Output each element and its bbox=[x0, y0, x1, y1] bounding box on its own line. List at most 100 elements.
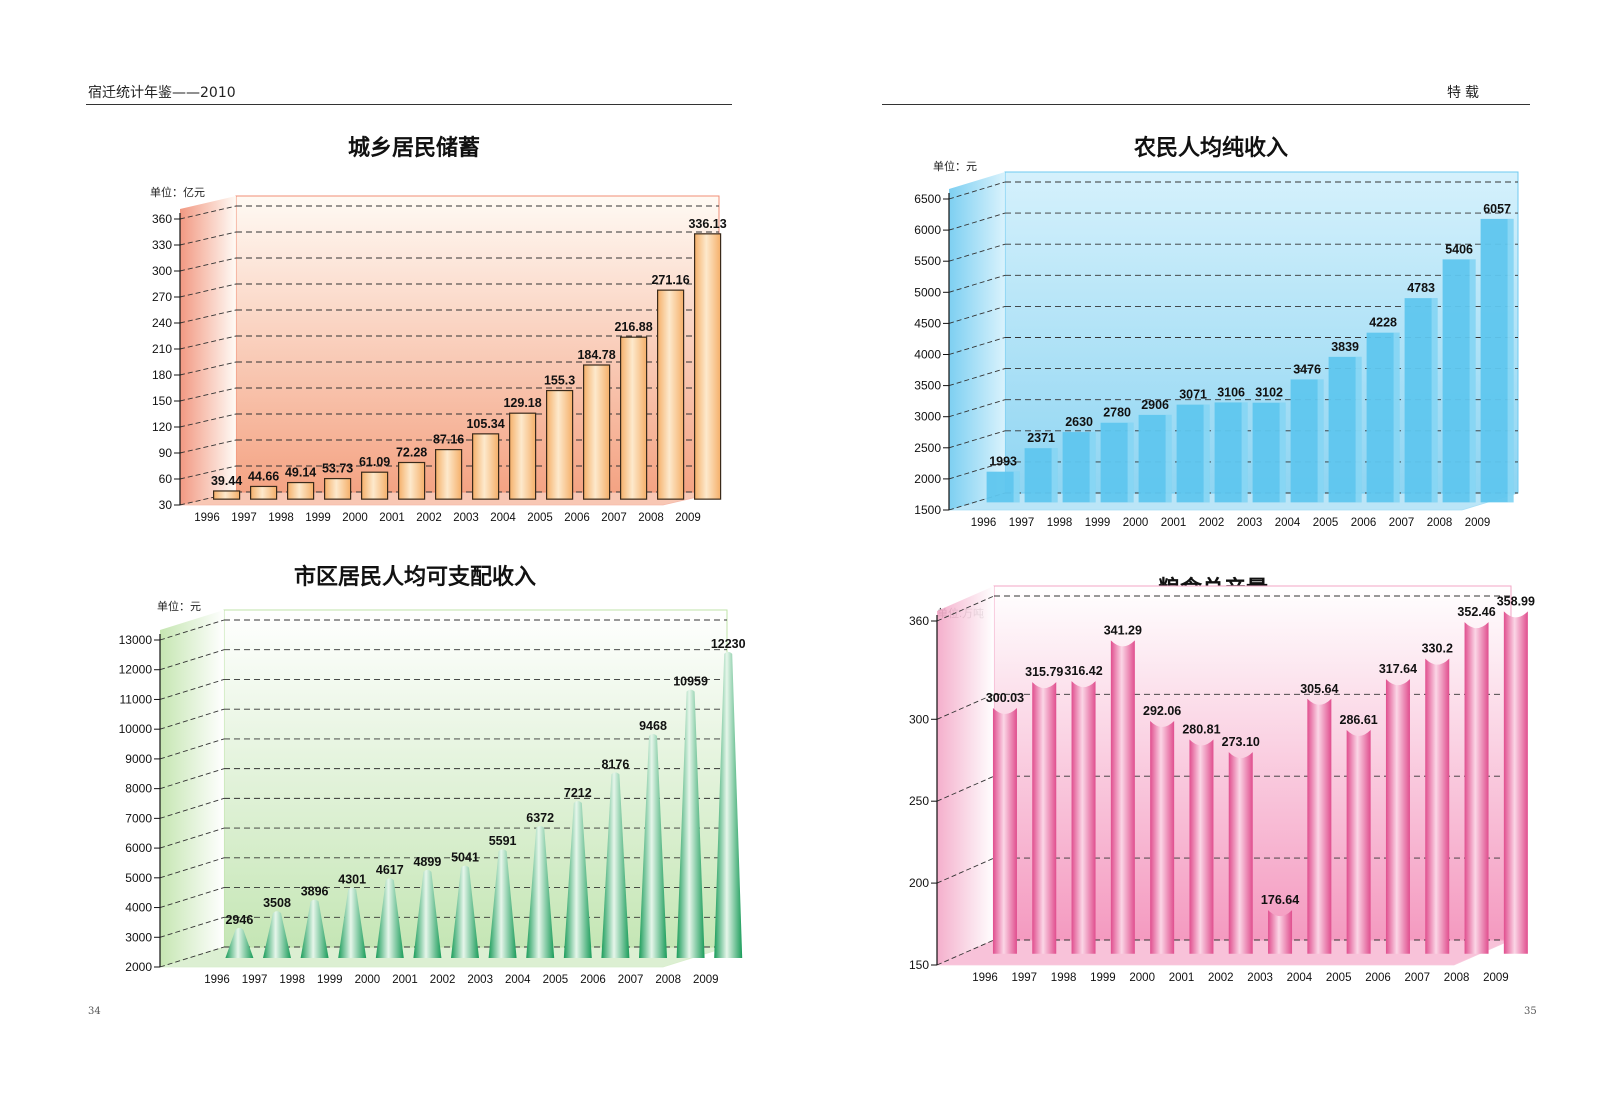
bar-highlight bbox=[1507, 218, 1514, 503]
bar-highlight bbox=[1355, 356, 1362, 503]
grid-diagonal bbox=[179, 309, 237, 324]
data-label: 316.42 bbox=[1064, 664, 1102, 678]
bar bbox=[639, 733, 667, 958]
grid-diagonal bbox=[948, 461, 1006, 480]
x-tick-label: 1998 bbox=[279, 974, 305, 986]
x-tick-label: 2002 bbox=[1208, 972, 1234, 984]
y-tick-label: 4500 bbox=[914, 316, 941, 330]
y-tick-label: 1500 bbox=[914, 503, 941, 517]
grid-diagonal bbox=[159, 708, 225, 730]
bar bbox=[545, 389, 574, 500]
grid-diagonal bbox=[948, 274, 1006, 293]
grid-diagonal bbox=[179, 257, 237, 272]
x-tick-label: 2008 bbox=[655, 974, 681, 986]
data-label: 2630 bbox=[1065, 415, 1093, 429]
data-label: 286.61 bbox=[1340, 713, 1378, 727]
x-tick-label: 2006 bbox=[564, 512, 590, 524]
y-tick-label: 240 bbox=[152, 316, 172, 330]
grid-diagonal bbox=[159, 946, 225, 968]
data-label: 271.16 bbox=[651, 273, 689, 287]
bar bbox=[526, 826, 555, 958]
bar bbox=[398, 461, 426, 500]
x-tick-label: 1997 bbox=[1012, 972, 1038, 984]
x-tick-label: 2008 bbox=[1427, 517, 1453, 529]
x-tick-label: 2009 bbox=[675, 512, 701, 524]
side-wall bbox=[160, 610, 224, 967]
data-label: 10959 bbox=[673, 675, 708, 689]
bar bbox=[472, 433, 500, 500]
grid-diagonal bbox=[179, 361, 237, 376]
y-tick-label: 13000 bbox=[119, 633, 153, 647]
x-tick-label: 1996 bbox=[972, 972, 998, 984]
y-tick-label: 90 bbox=[159, 446, 173, 460]
y-tick-label: 9000 bbox=[125, 752, 152, 766]
data-label: 3476 bbox=[1293, 362, 1321, 376]
grid-diagonal bbox=[948, 243, 1006, 262]
bar bbox=[563, 801, 592, 958]
data-label: 7212 bbox=[564, 786, 592, 800]
y-tick-label: 3500 bbox=[914, 379, 941, 393]
bar bbox=[656, 289, 685, 500]
bar bbox=[619, 336, 648, 500]
grid-diagonal bbox=[179, 205, 237, 220]
data-label: 49.14 bbox=[285, 466, 316, 480]
x-tick-label: 2002 bbox=[430, 974, 456, 986]
x-tick-label: 2001 bbox=[1161, 517, 1187, 529]
y-tick-label: 300 bbox=[152, 264, 172, 278]
data-label: 72.28 bbox=[396, 446, 427, 460]
x-tick-label: 1998 bbox=[1051, 972, 1077, 984]
grid-diagonal bbox=[159, 916, 225, 938]
bar-highlight bbox=[1431, 298, 1438, 503]
data-label: 3896 bbox=[301, 885, 329, 899]
bar bbox=[300, 899, 329, 958]
y-tick-label: 30 bbox=[159, 498, 173, 512]
bar bbox=[451, 865, 479, 958]
x-tick-label: 2005 bbox=[527, 512, 553, 524]
bar bbox=[375, 878, 404, 958]
grid-diagonal bbox=[936, 775, 995, 802]
side-wall bbox=[949, 172, 1005, 510]
bar bbox=[225, 927, 254, 958]
y-tick-label: 4000 bbox=[125, 901, 152, 915]
y-tick-label: 6000 bbox=[125, 841, 152, 855]
data-label: 2946 bbox=[225, 913, 253, 927]
y-tick-label: 4000 bbox=[914, 348, 941, 362]
x-tick-label: 1996 bbox=[194, 512, 220, 524]
x-tick-label: 2006 bbox=[1351, 517, 1377, 529]
bar bbox=[1346, 729, 1371, 954]
grid-diagonal bbox=[159, 619, 225, 641]
x-tick-label: 2007 bbox=[1389, 517, 1415, 529]
grid-diagonal bbox=[948, 368, 1006, 387]
x-tick-label: 1997 bbox=[242, 974, 268, 986]
x-tick-label: 2006 bbox=[580, 974, 606, 986]
x-tick-label: 2000 bbox=[342, 512, 368, 524]
data-label: 3839 bbox=[1331, 340, 1359, 354]
y-tick-label: 120 bbox=[152, 420, 172, 434]
y-tick-label: 360 bbox=[152, 212, 172, 226]
x-tick-label: 2003 bbox=[453, 512, 479, 524]
x-tick-label: 2008 bbox=[1444, 972, 1470, 984]
data-label: 87.16 bbox=[433, 433, 464, 447]
x-tick-label: 2009 bbox=[1483, 972, 1509, 984]
data-label: 8176 bbox=[601, 757, 629, 771]
y-tick-label: 300 bbox=[909, 712, 929, 726]
bar bbox=[1228, 752, 1253, 954]
y-tick-label: 8000 bbox=[125, 782, 152, 796]
data-label: 315.79 bbox=[1025, 665, 1063, 679]
x-tick-label: 2001 bbox=[392, 974, 418, 986]
bar-highlight bbox=[1241, 402, 1248, 503]
data-label: 358.99 bbox=[1497, 594, 1535, 608]
x-tick-label: 2009 bbox=[1465, 517, 1491, 529]
grid-diagonal bbox=[948, 181, 1006, 200]
floor bbox=[936, 939, 1512, 966]
bar bbox=[1150, 721, 1175, 954]
data-label: 336.13 bbox=[688, 217, 726, 231]
bar bbox=[1385, 679, 1410, 954]
bar-highlight bbox=[1393, 332, 1400, 503]
data-label: 2371 bbox=[1027, 431, 1055, 445]
x-tick-label: 2004 bbox=[490, 512, 516, 524]
data-label: 305.64 bbox=[1300, 682, 1338, 696]
data-label: 4783 bbox=[1407, 281, 1435, 295]
page-header-left: 宿迁统计年鉴——2010 bbox=[88, 85, 236, 101]
